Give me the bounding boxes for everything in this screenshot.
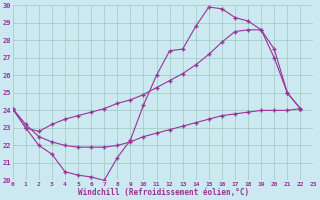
X-axis label: Windchill (Refroidissement éolien,°C): Windchill (Refroidissement éolien,°C) — [77, 188, 249, 197]
